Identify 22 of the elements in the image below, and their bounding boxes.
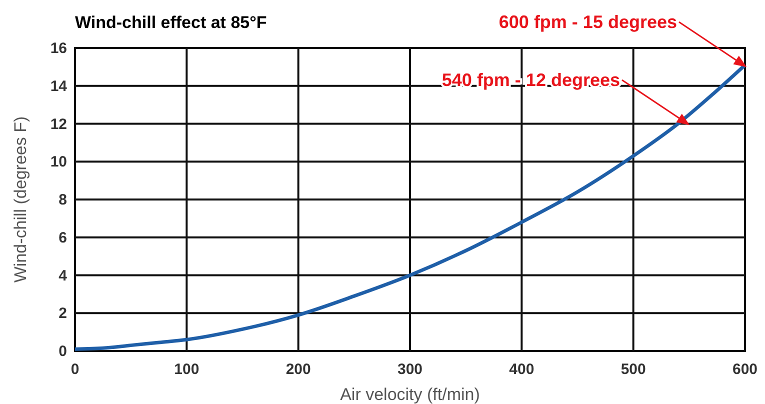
chart-title: Wind-chill effect at 85°F (75, 13, 267, 32)
y-tick-label: 8 (58, 192, 67, 208)
y-tick-label: 2 (58, 305, 67, 322)
y-tick-label: 0 (58, 343, 67, 360)
x-tick-label: 600 (732, 361, 758, 378)
y-tick-label: 10 (50, 154, 67, 171)
y-tick-label: 16 (50, 40, 67, 57)
x-tick-label: 300 (397, 361, 423, 378)
y-axis-title: Wind-chill (degrees F) (11, 116, 30, 283)
y-tick-label: 4 (58, 267, 68, 284)
y-tick-label: 6 (58, 229, 67, 246)
x-tick-label: 100 (174, 361, 200, 378)
annotation: 540 fpm - 12 degrees (442, 70, 620, 90)
x-tick-label: 500 (620, 361, 646, 378)
x-tick-label: 200 (286, 361, 311, 378)
x-tick-label: 400 (509, 361, 534, 378)
text: 600 fpm - 15 degrees (498, 12, 677, 32)
x-axis-title: Air velocity (ft/min) (340, 385, 480, 404)
y-tick-label: 12 (50, 116, 67, 133)
y-tick-label: 14 (50, 78, 68, 95)
x-tick-label: 0 (70, 361, 80, 378)
line-series (73, 63, 747, 351)
